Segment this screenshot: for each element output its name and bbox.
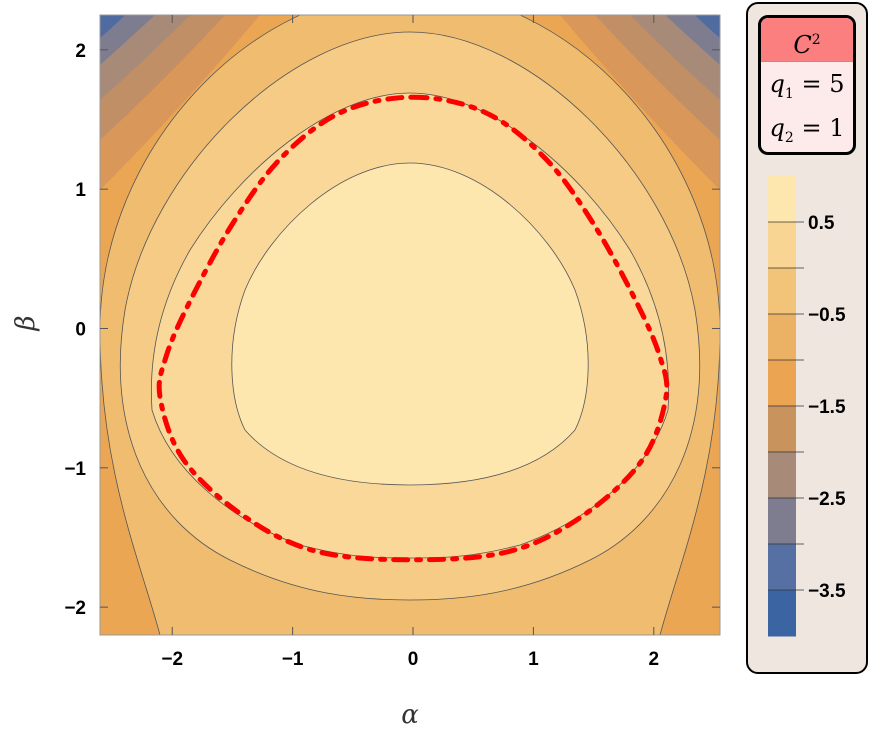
parameter-q1: q1 = 5 [761,62,853,106]
x-axis-ticks: −2 −1 0 1 2 [161,15,659,670]
contour-fill-layer [100,15,720,635]
y-tick-label: 2 [75,41,86,62]
x-tick-label: 0 [408,649,419,670]
colorbar-segment [768,406,796,453]
param-title-exponent: 2 [811,32,821,48]
colorbar-segment [768,544,796,591]
colorbar-label: −0.5 [808,305,846,326]
colorbar-label: −1.5 [808,397,846,418]
colorbar-segment [768,314,796,361]
colorbar-segment [768,360,796,407]
contour-band-15 [231,162,589,486]
parameter-title: C2 [761,18,853,62]
x-tick-label: 2 [648,649,659,670]
y-tick-label: −1 [64,459,86,480]
contour-band-10 [665,15,720,65]
parameter-box: C2 q1 = 5 q2 = 1 [758,15,856,155]
y-axis-ticks: −2 −1 0 1 2 [64,41,720,619]
y-tick-label: −2 [64,598,86,619]
colorbar-segment [768,590,796,637]
y-tick-label: 1 [75,180,86,201]
q2-value: = 1 [801,114,845,142]
parameter-q2: q2 = 1 [761,106,853,150]
x-tick-label: −2 [161,649,183,670]
q2-index: 2 [784,129,794,146]
colorbar-label: −2.5 [808,489,846,510]
q1-label: q [769,70,785,98]
colorbar-segment [768,176,796,223]
y-axis-label: β [11,315,41,331]
legend-panel: C2 q1 = 5 q2 = 1 0.5 −0.5 −1.5 −2.5 −3.5 [746,2,868,674]
contour-band-11 [695,15,720,38]
q1-index: 1 [784,85,794,102]
colorbar-segment [768,498,796,545]
x-axis-label: α [401,700,419,730]
contour-band-5 [100,15,155,65]
y-tick-label: 0 [75,319,86,340]
x-tick-label: −1 [282,649,304,670]
contour-band-6 [100,15,125,38]
colorbar-segment [768,268,796,315]
param-title-text: C [793,31,812,59]
plot-frame [99,14,721,636]
colorbar-label: −3.5 [808,581,846,602]
x-tick-label: 1 [528,649,539,670]
q2-label: q [769,114,785,142]
colorbar-label: 0.5 [808,213,835,234]
colorbar-segment [768,222,796,269]
q1-value: = 5 [801,70,845,98]
colorbar: 0.5 −0.5 −1.5 −2.5 −3.5 [768,176,846,637]
highlighted-level-curve [156,94,670,563]
colorbar-segment [768,452,796,499]
